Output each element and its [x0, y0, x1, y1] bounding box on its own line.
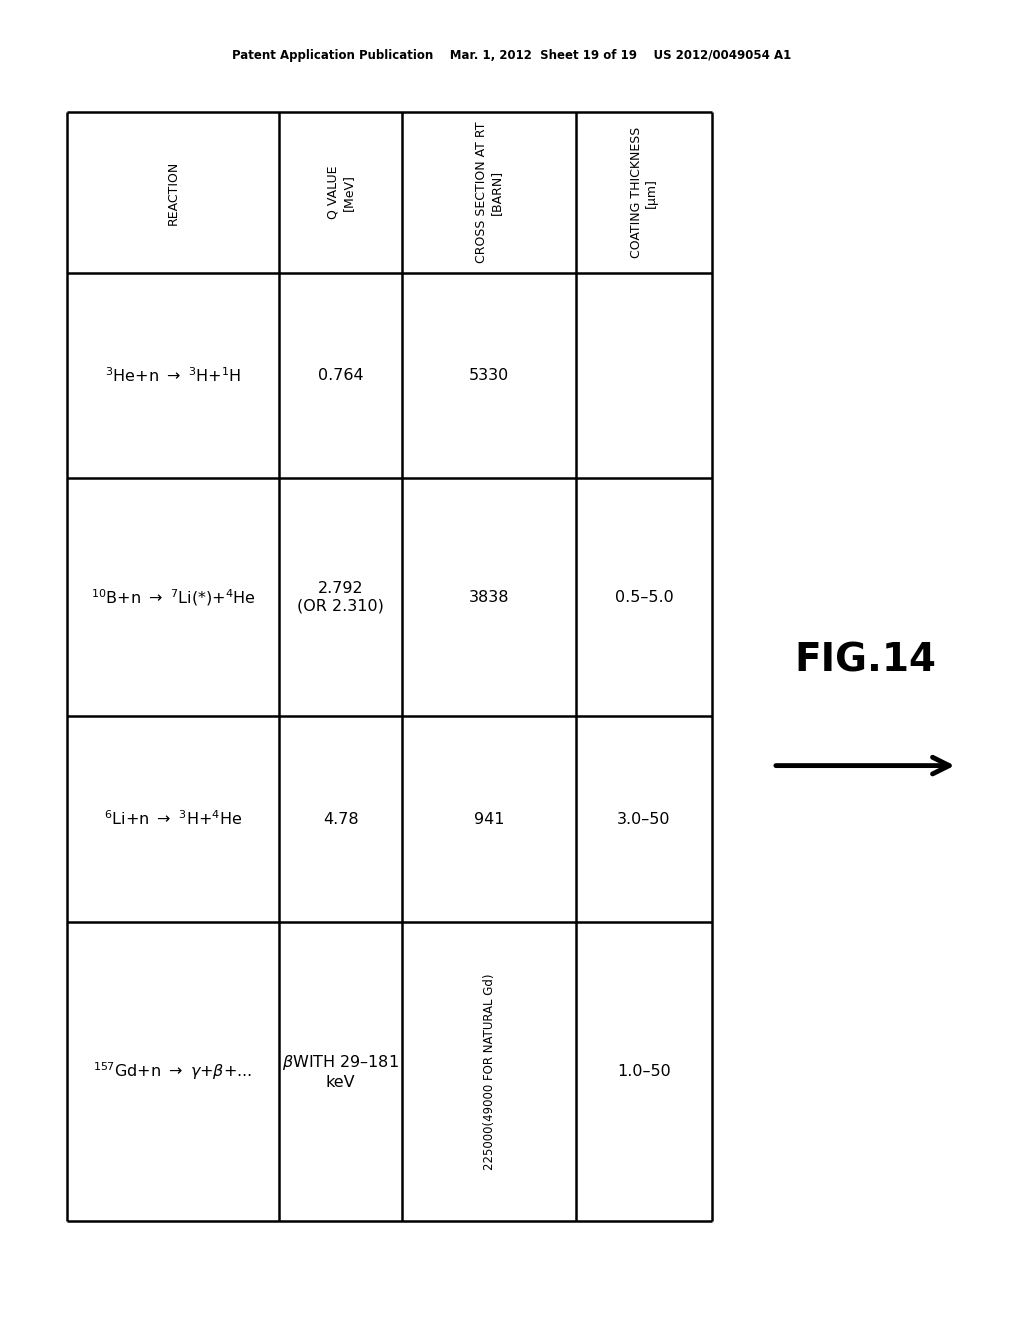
Text: 2.792
(OR 2.310): 2.792 (OR 2.310): [297, 581, 384, 614]
Text: $^{6}$Li+n $\rightarrow$ $^{3}$H+$^{4}$He: $^{6}$Li+n $\rightarrow$ $^{3}$H+$^{4}$H…: [103, 809, 243, 829]
Text: COATING THICKNESS
[μm]: COATING THICKNESS [μm]: [630, 127, 658, 259]
Text: 0.5–5.0: 0.5–5.0: [614, 590, 674, 605]
Text: Q VALUE
[MeV]: Q VALUE [MeV]: [327, 166, 354, 219]
Text: $^{10}$B+n $\rightarrow$ $^{7}$Li(*)+$^{4}$He: $^{10}$B+n $\rightarrow$ $^{7}$Li(*)+$^{…: [90, 587, 255, 607]
Text: 0.764: 0.764: [317, 368, 364, 383]
Text: 1.0–50: 1.0–50: [617, 1064, 671, 1078]
Text: CROSS SECTION AT RT
[BARN]: CROSS SECTION AT RT [BARN]: [475, 121, 503, 263]
Text: REACTION: REACTION: [167, 161, 179, 224]
Text: 3.0–50: 3.0–50: [617, 812, 671, 826]
Text: 4.78: 4.78: [323, 812, 358, 826]
Text: 5330: 5330: [469, 368, 509, 383]
Text: $^{3}$He+n $\rightarrow$ $^{3}$H+$^{1}$H: $^{3}$He+n $\rightarrow$ $^{3}$H+$^{1}$H: [104, 366, 242, 385]
Text: $^{157}$Gd+n $\rightarrow$ $\gamma$+$\beta$+...: $^{157}$Gd+n $\rightarrow$ $\gamma$+$\be…: [93, 1060, 253, 1082]
Text: 941: 941: [474, 812, 505, 826]
Text: Patent Application Publication    Mar. 1, 2012  Sheet 19 of 19    US 2012/004905: Patent Application Publication Mar. 1, 2…: [232, 49, 792, 62]
Text: 225000(49000 FOR NATURAL Gd): 225000(49000 FOR NATURAL Gd): [482, 973, 496, 1170]
Text: $\beta$WITH 29–181
keV: $\beta$WITH 29–181 keV: [283, 1053, 399, 1089]
Text: FIG.14: FIG.14: [795, 642, 936, 678]
Text: 3838: 3838: [469, 590, 509, 605]
